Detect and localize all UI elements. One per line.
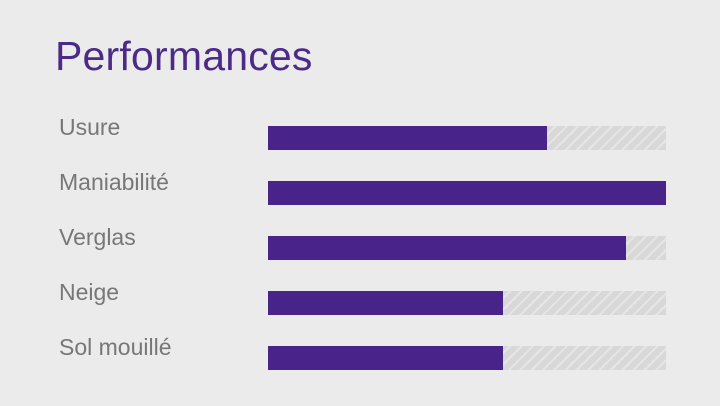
rating-bar-track	[268, 126, 666, 150]
rating-label: Maniabilité	[59, 169, 169, 195]
panel-title: Performances	[55, 33, 313, 79]
rating-label: Usure	[59, 114, 121, 140]
rating-bar-track	[268, 346, 666, 370]
rating-bar-fill	[268, 236, 627, 260]
rating-bar-fill	[268, 291, 503, 315]
rating-label: Sol mouillé	[59, 334, 172, 360]
rating-bar-fill	[268, 126, 547, 150]
rating-row-maniabilite: Maniabilité	[0, 168, 720, 208]
rating-bar-track	[268, 181, 666, 205]
rating-bar-fill	[268, 181, 666, 205]
rating-label: Verglas	[59, 224, 136, 250]
rating-row-sol-mouille: Sol mouillé	[0, 333, 720, 373]
rating-bar-track	[268, 291, 666, 315]
rating-label: Neige	[59, 279, 120, 305]
rating-bar-fill	[268, 346, 503, 370]
rating-bar-track	[268, 236, 666, 260]
rating-row-verglas: Verglas	[0, 223, 720, 263]
rating-row-neige: Neige	[0, 278, 720, 318]
rating-row-usure: Usure	[0, 113, 720, 153]
